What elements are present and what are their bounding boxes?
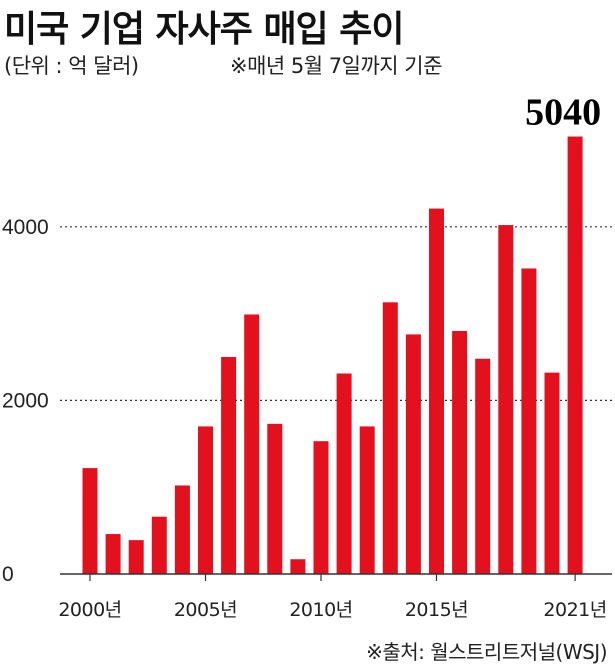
bar [151, 516, 167, 574]
bar [244, 314, 260, 574]
bar [429, 208, 444, 574]
y-tick-label: 4000 [2, 216, 49, 239]
bar [544, 372, 560, 574]
bar [475, 358, 491, 574]
y-tick-label: 0 [2, 563, 14, 586]
bar [567, 136, 583, 574]
x-tick-label: 2010년 [289, 599, 352, 621]
data-label: 5040 [525, 92, 601, 134]
bar [313, 441, 329, 574]
bar [267, 423, 283, 574]
bar [405, 334, 421, 574]
date-note: ※매년 5월 7일까지 기준 [230, 54, 442, 78]
bar [452, 330, 468, 574]
x-tick-label: 2000년 [58, 599, 121, 621]
x-tick-label: 2021년 [543, 599, 606, 621]
bar [336, 373, 352, 574]
bar [359, 426, 375, 574]
chart-title: 미국 기업 자사주 매입 추이 [4, 9, 404, 50]
bar [82, 468, 98, 574]
unit-label: (단위 : 억 달러) [4, 54, 139, 78]
source-credit: ※출처: 월스트리트저널(WSJ) [366, 640, 607, 664]
bar [382, 302, 398, 574]
y-tick-label: 2000 [2, 389, 49, 412]
bar [498, 225, 514, 574]
bar [198, 426, 213, 574]
bar [174, 485, 190, 574]
x-tick-label: 2015년 [405, 599, 468, 621]
bar [105, 534, 121, 574]
bar [221, 357, 237, 574]
x-tick-label: 2005년 [174, 599, 237, 621]
bar [290, 559, 306, 574]
bar [128, 540, 144, 574]
bar [521, 268, 537, 574]
